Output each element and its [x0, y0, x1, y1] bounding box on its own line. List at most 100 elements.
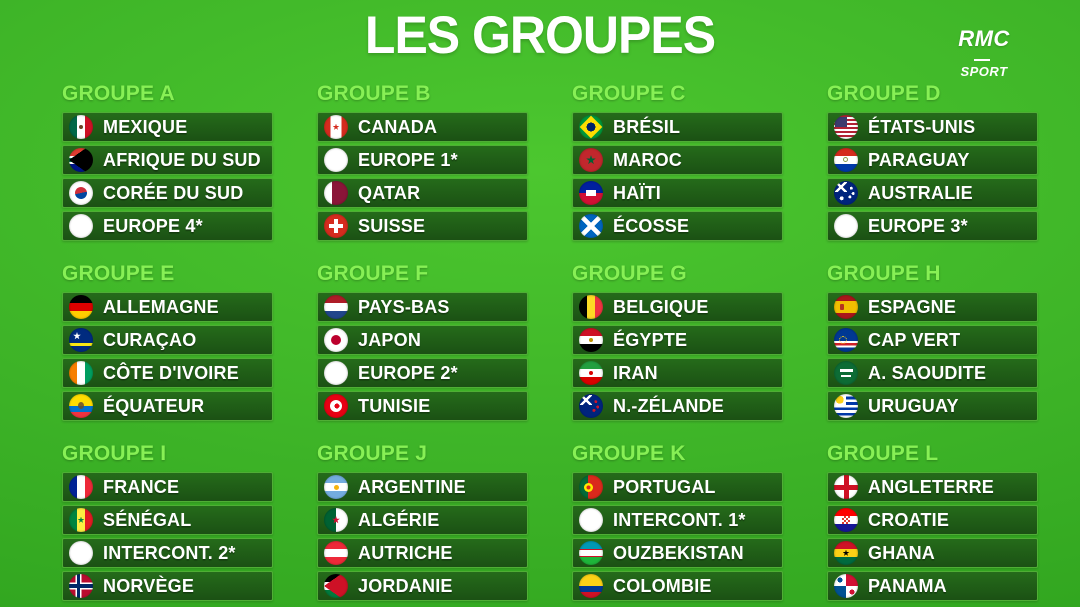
team-name-label: SUISSE — [358, 215, 426, 236]
team-row: ARGENTINE — [317, 472, 528, 502]
group-card: GROUPE A MEXIQUE AFRIQUE DU SUD CORÉE DU… — [62, 82, 273, 244]
team-name-label: IRAN — [613, 362, 658, 383]
team-name-label: OUZBEKISTAN — [613, 542, 744, 563]
team-name-label: CURAÇAO — [103, 329, 197, 350]
flag-ouzbekistan-icon — [579, 541, 603, 565]
team-row: BRÉSIL — [572, 112, 783, 142]
team-row: ÉGYPTE — [572, 325, 783, 355]
team-name-label: ALLEMAGNE — [103, 296, 219, 317]
flag-ghana-icon — [834, 541, 858, 565]
team-name-label: ÉGYPTE — [613, 329, 688, 350]
team-row: EUROPE 1* — [317, 145, 528, 175]
flag-cap-vert-icon — [834, 328, 858, 352]
team-name-label: CANADA — [358, 116, 438, 137]
team-name-label: MEXIQUE — [103, 116, 188, 137]
team-row: TUNISIE — [317, 391, 528, 421]
team-row: EUROPE 3* — [827, 211, 1038, 241]
team-name-label: N.-ZÉLANDE — [613, 395, 724, 416]
team-row: FRANCE — [62, 472, 273, 502]
flag-nouvelle-zelande-icon — [579, 394, 603, 418]
team-row: JAPON — [317, 325, 528, 355]
flag-europe-icon — [324, 361, 348, 385]
team-row: MAROC — [572, 145, 783, 175]
team-name-label: GHANA — [868, 542, 935, 563]
group-card: GROUPE D ÉTATS-UNIS PARAGUAY AUSTRALIE E… — [827, 82, 1038, 244]
team-row: PORTUGAL — [572, 472, 783, 502]
flag-colombie-icon — [579, 574, 603, 598]
flag-angleterre-icon — [834, 475, 858, 499]
flag-haiti-icon — [579, 181, 603, 205]
team-row: URUGUAY — [827, 391, 1038, 421]
group-card: GROUPE L ANGLETERRE CROATIE GHANA PANAMA — [827, 442, 1038, 604]
flag-mexique-icon — [69, 115, 93, 139]
flag-panama-icon — [834, 574, 858, 598]
group-card: GROUPE E ALLEMAGNE CURAÇAO CÔTE D'IVOIRE… — [62, 262, 273, 424]
team-name-label: JORDANIE — [358, 575, 453, 596]
rmc-logo-text: RMC — [958, 26, 1010, 51]
team-name-label: PORTUGAL — [613, 476, 716, 497]
team-row: PANAMA — [827, 571, 1038, 601]
team-name-label: SÉNÉGAL — [103, 509, 192, 530]
team-row: AUTRICHE — [317, 538, 528, 568]
group-title-k: GROUPE K — [572, 442, 686, 465]
flag-norvege-icon — [69, 574, 93, 598]
team-name-label: ARGENTINE — [358, 476, 466, 497]
team-name-label: EUROPE 1* — [358, 149, 458, 170]
team-row: COLOMBIE — [572, 571, 783, 601]
team-row: ÉTATS-UNIS — [827, 112, 1038, 142]
team-name-label: AUSTRALIE — [868, 182, 973, 203]
team-name-label: HAÏTI — [613, 182, 661, 203]
team-row: SUISSE — [317, 211, 528, 241]
team-name-label: ÉQUATEUR — [103, 395, 205, 416]
team-name-label: PAYS-BAS — [358, 296, 450, 317]
team-name-label: MAROC — [613, 149, 682, 170]
team-name-label: NORVÈGE — [103, 575, 195, 596]
flag-tunisie-icon — [324, 394, 348, 418]
team-row: EUROPE 2* — [317, 358, 528, 388]
flag-argentine-icon — [324, 475, 348, 499]
team-name-label: INTERCONT. 2* — [103, 542, 236, 563]
team-name-label: CÔTE D'IVOIRE — [103, 362, 239, 383]
team-name-label: URUGUAY — [868, 395, 959, 416]
team-name-label: ANGLETERRE — [868, 476, 995, 497]
flag-pays-bas-icon — [324, 295, 348, 319]
team-row: INTERCONT. 2* — [62, 538, 273, 568]
flag-iran-icon — [579, 361, 603, 385]
group-title-b: GROUPE B — [317, 82, 431, 105]
flag-maroc-icon — [579, 148, 603, 172]
team-row: A. SAOUDITE — [827, 358, 1038, 388]
team-name-label: BRÉSIL — [613, 116, 681, 137]
group-card: GROUPE H ESPAGNE CAP VERT A. SAOUDITE UR… — [827, 262, 1038, 424]
team-name-label: EUROPE 3* — [868, 215, 968, 236]
flag-intercont-icon — [69, 541, 93, 565]
flag-arabie-saoudite-icon — [834, 361, 858, 385]
team-row: ALLEMAGNE — [62, 292, 273, 322]
team-row: AFRIQUE DU SUD — [62, 145, 273, 175]
team-row: PAYS-BAS — [317, 292, 528, 322]
team-row: NORVÈGE — [62, 571, 273, 601]
rmc-sport-logo: RMC SPORT — [952, 26, 1016, 79]
team-row: BELGIQUE — [572, 292, 783, 322]
team-row: CROATIE — [827, 505, 1038, 535]
team-name-label: EUROPE 2* — [358, 362, 458, 383]
group-title-j: GROUPE J — [317, 442, 428, 465]
flag-portugal-icon — [579, 475, 603, 499]
team-row: QATAR — [317, 178, 528, 208]
team-row: IRAN — [572, 358, 783, 388]
flag-qatar-icon — [324, 181, 348, 205]
team-row: N.-ZÉLANDE — [572, 391, 783, 421]
flag-curacao-icon — [69, 328, 93, 352]
team-name-label: COLOMBIE — [613, 575, 712, 596]
team-name-label: CORÉE DU SUD — [103, 182, 244, 203]
page-title: LES GROUPES — [364, 5, 716, 65]
team-name-label: A. SAOUDITE — [868, 362, 987, 383]
flag-jordanie-icon — [324, 574, 348, 598]
team-name-label: ALGÉRIE — [358, 509, 440, 530]
group-card: GROUPE J ARGENTINE ALGÉRIE AUTRICHE JORD… — [317, 442, 528, 604]
sport-logo-text: SPORT — [952, 52, 1016, 78]
team-name-label: CROATIE — [868, 509, 950, 530]
team-name-label: FRANCE — [103, 476, 180, 497]
flag-belgique-icon — [579, 295, 603, 319]
group-title-f: GROUPE F — [317, 262, 429, 285]
team-row: ÉCOSSE — [572, 211, 783, 241]
